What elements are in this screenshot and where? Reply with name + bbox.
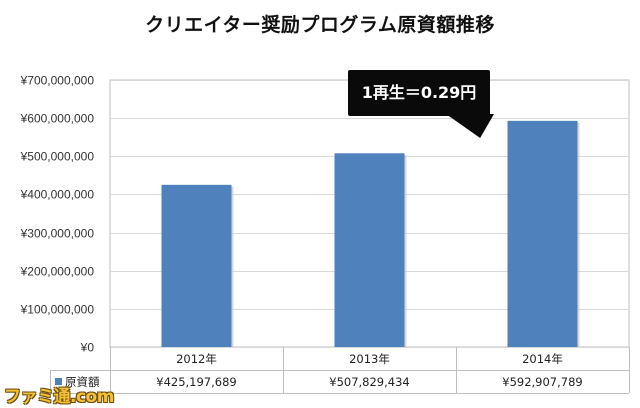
x-tick-label: 2014年 bbox=[522, 352, 563, 366]
y-tick-label: ¥700,000,000 bbox=[20, 74, 95, 88]
legend-label: 原資額 bbox=[65, 375, 100, 389]
x-tick-label: 2013年 bbox=[349, 352, 390, 366]
bar bbox=[161, 184, 232, 347]
data-table: 原資額 2012年 ¥425,197,689 2013年 ¥507,829,434 201… bbox=[50, 347, 630, 394]
chart-title: クリエイター奨励プログラム原資額推移 bbox=[145, 14, 495, 36]
watermark-logo: ファミ通.com bbox=[4, 387, 114, 407]
y-tick-label: ¥300,000,000 bbox=[20, 227, 95, 241]
data-label: ¥425,197,689 bbox=[156, 375, 236, 389]
data-label: ¥592,907,789 bbox=[502, 375, 582, 389]
legend-swatch bbox=[55, 378, 62, 385]
y-axis: ¥0 ¥100,000,000 ¥200,000,000 ¥300,000,000 ¥4… bbox=[20, 74, 95, 355]
bars bbox=[161, 120, 580, 348]
y-tick-label: ¥600,000,000 bbox=[20, 112, 95, 126]
y-tick-label: ¥200,000,000 bbox=[20, 265, 95, 279]
y-tick-label: ¥500,000,000 bbox=[20, 150, 95, 164]
bar bbox=[507, 120, 578, 348]
bar bbox=[334, 153, 405, 347]
x-tick-label: 2012年 bbox=[176, 352, 217, 366]
annotation-callout: 1再生＝0.29円 bbox=[348, 70, 490, 116]
y-tick-label: ¥400,000,000 bbox=[20, 188, 95, 202]
y-tick-label: ¥0 bbox=[80, 341, 95, 355]
data-label: ¥507,829,434 bbox=[329, 375, 409, 389]
y-tick-label: ¥100,000,000 bbox=[20, 303, 95, 317]
